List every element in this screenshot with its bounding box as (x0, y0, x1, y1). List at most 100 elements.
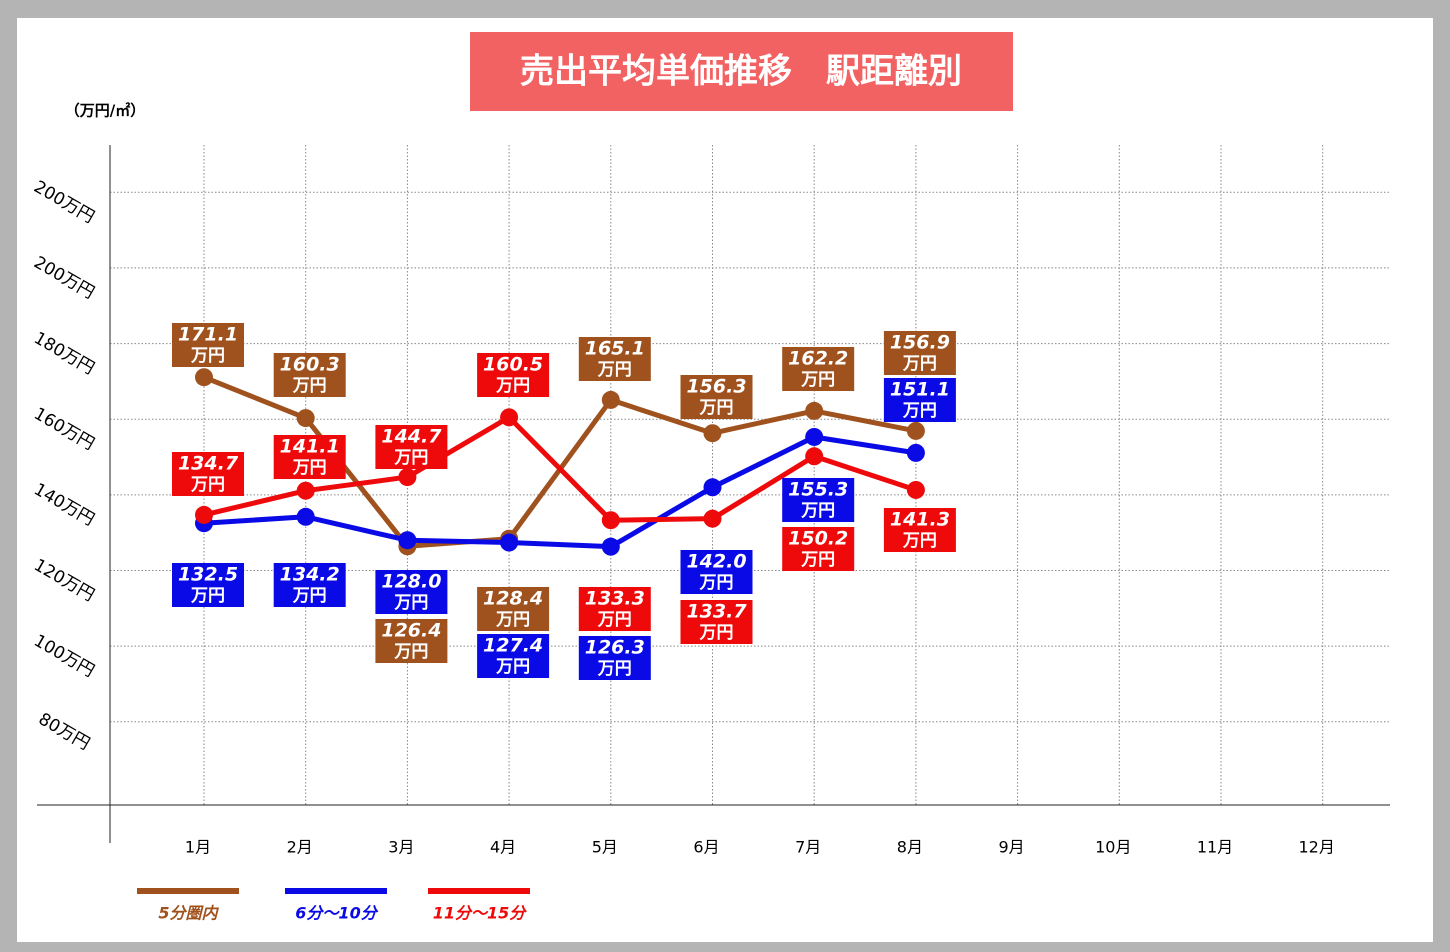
point (805, 427, 824, 446)
value-label-box (273, 353, 346, 397)
value-label: 160.5 (483, 354, 543, 376)
value-label: 150.2 (788, 528, 848, 550)
value-label-unit: 万円 (190, 346, 225, 366)
value-label: 141.3 (890, 509, 950, 531)
series-line (203, 414, 917, 523)
point (195, 368, 213, 387)
value-label: 151.1 (890, 379, 950, 401)
value-label-box (883, 378, 956, 422)
value-label: 142.0 (686, 551, 746, 573)
value-label: 141.1 (280, 436, 340, 458)
value-label: 134.2 (280, 564, 340, 586)
value-label-unit: 万円 (699, 623, 734, 643)
legend-label: 5分圏内 (158, 904, 219, 923)
x-tick-label: 7月 (795, 838, 821, 857)
value-label-unit: 万円 (800, 550, 835, 570)
value-label-unit: 万円 (597, 610, 632, 630)
value-label: 156.9 (890, 332, 950, 354)
x-tick-label: 3月 (388, 838, 414, 857)
value-label-unit: 万円 (393, 593, 428, 613)
point (296, 481, 315, 500)
value-label-unit: 万円 (902, 354, 937, 374)
value-label: 128.0 (381, 571, 441, 593)
value-label: 127.4 (483, 635, 543, 657)
value-label-box (477, 587, 550, 631)
point (500, 533, 519, 552)
value-label-box (680, 550, 753, 594)
value-label-unit: 万円 (495, 376, 530, 396)
point (195, 505, 213, 524)
point (398, 531, 417, 550)
value-label-unit: 万円 (902, 401, 937, 421)
point (500, 408, 519, 427)
value-label: 165.1 (585, 338, 645, 360)
value-label-unit: 万円 (597, 360, 632, 380)
x-tick-label: 8月 (897, 838, 923, 857)
value-label: 156.3 (686, 376, 746, 398)
title-box (470, 32, 1013, 111)
x-tick-label: 11月 (1197, 838, 1233, 857)
value-label-unit: 万円 (292, 376, 327, 396)
value-label-box (782, 527, 855, 571)
point (296, 507, 315, 526)
value-label: 134.7 (178, 453, 239, 475)
value-label-unit: 万円 (597, 659, 632, 679)
value-label: 162.2 (788, 348, 848, 370)
x-tick-label: 5月 (592, 838, 618, 857)
x-tick-label: 2月 (287, 838, 313, 857)
point (703, 478, 722, 497)
point (398, 468, 417, 487)
value-label-box (782, 347, 855, 391)
point (601, 511, 620, 530)
value-label-unit: 万円 (292, 586, 327, 606)
x-tick-label: 9月 (999, 838, 1025, 857)
value-label-box (172, 452, 244, 496)
value-label: 126.4 (381, 620, 441, 642)
value-label: 160.3 (280, 354, 340, 376)
value-label-box (578, 337, 651, 381)
value-label: 128.4 (483, 588, 543, 610)
value-label-unit: 万円 (393, 448, 428, 468)
value-label-box (375, 619, 448, 663)
value-label-box (680, 375, 753, 419)
value-label-unit: 万円 (393, 642, 428, 662)
legend-label: 11分～15分 (433, 904, 528, 923)
value-label-unit: 万円 (190, 475, 225, 495)
value-label-unit: 万円 (292, 458, 327, 478)
value-label-unit: 万円 (495, 610, 530, 630)
point (703, 424, 722, 443)
value-label-box (172, 323, 244, 367)
legend-label: 6分～10分 (295, 904, 378, 923)
x-tick-label: 6月 (693, 838, 719, 857)
value-label: 171.1 (178, 324, 238, 346)
value-label-box (375, 425, 448, 469)
value-label-unit: 万円 (902, 531, 937, 551)
value-label: 133.3 (585, 588, 645, 610)
value-label-box (782, 478, 855, 522)
point (296, 409, 315, 428)
value-label-unit: 万円 (190, 586, 225, 606)
value-label: 144.7 (381, 426, 442, 448)
value-label: 126.3 (585, 637, 645, 659)
point (906, 421, 925, 440)
value-label-box (477, 634, 550, 678)
value-label-box (172, 563, 244, 607)
value-label: 132.5 (178, 564, 238, 586)
x-tick-label: 10月 (1095, 838, 1131, 857)
value-label-box (477, 353, 550, 397)
chart-title: 売出平均単価推移 駅距離別 (520, 52, 962, 92)
series-line (203, 434, 917, 550)
value-label-unit: 万円 (800, 370, 835, 390)
value-label-unit: 万円 (800, 501, 835, 521)
value-label-unit: 万円 (699, 573, 734, 593)
value-label-box (883, 331, 956, 375)
y-axis-label: （万円/㎡） (65, 102, 145, 120)
value-label: 155.3 (788, 479, 848, 501)
point (906, 480, 925, 499)
value-label-box (273, 435, 346, 479)
x-tick-label: 4月 (490, 838, 516, 857)
plot: 171.1万円 160.3万円126.4万円128.4万円165.1万円156.3… (137, 323, 956, 923)
point (601, 390, 620, 409)
x-tick-label: 1月 (185, 838, 211, 857)
